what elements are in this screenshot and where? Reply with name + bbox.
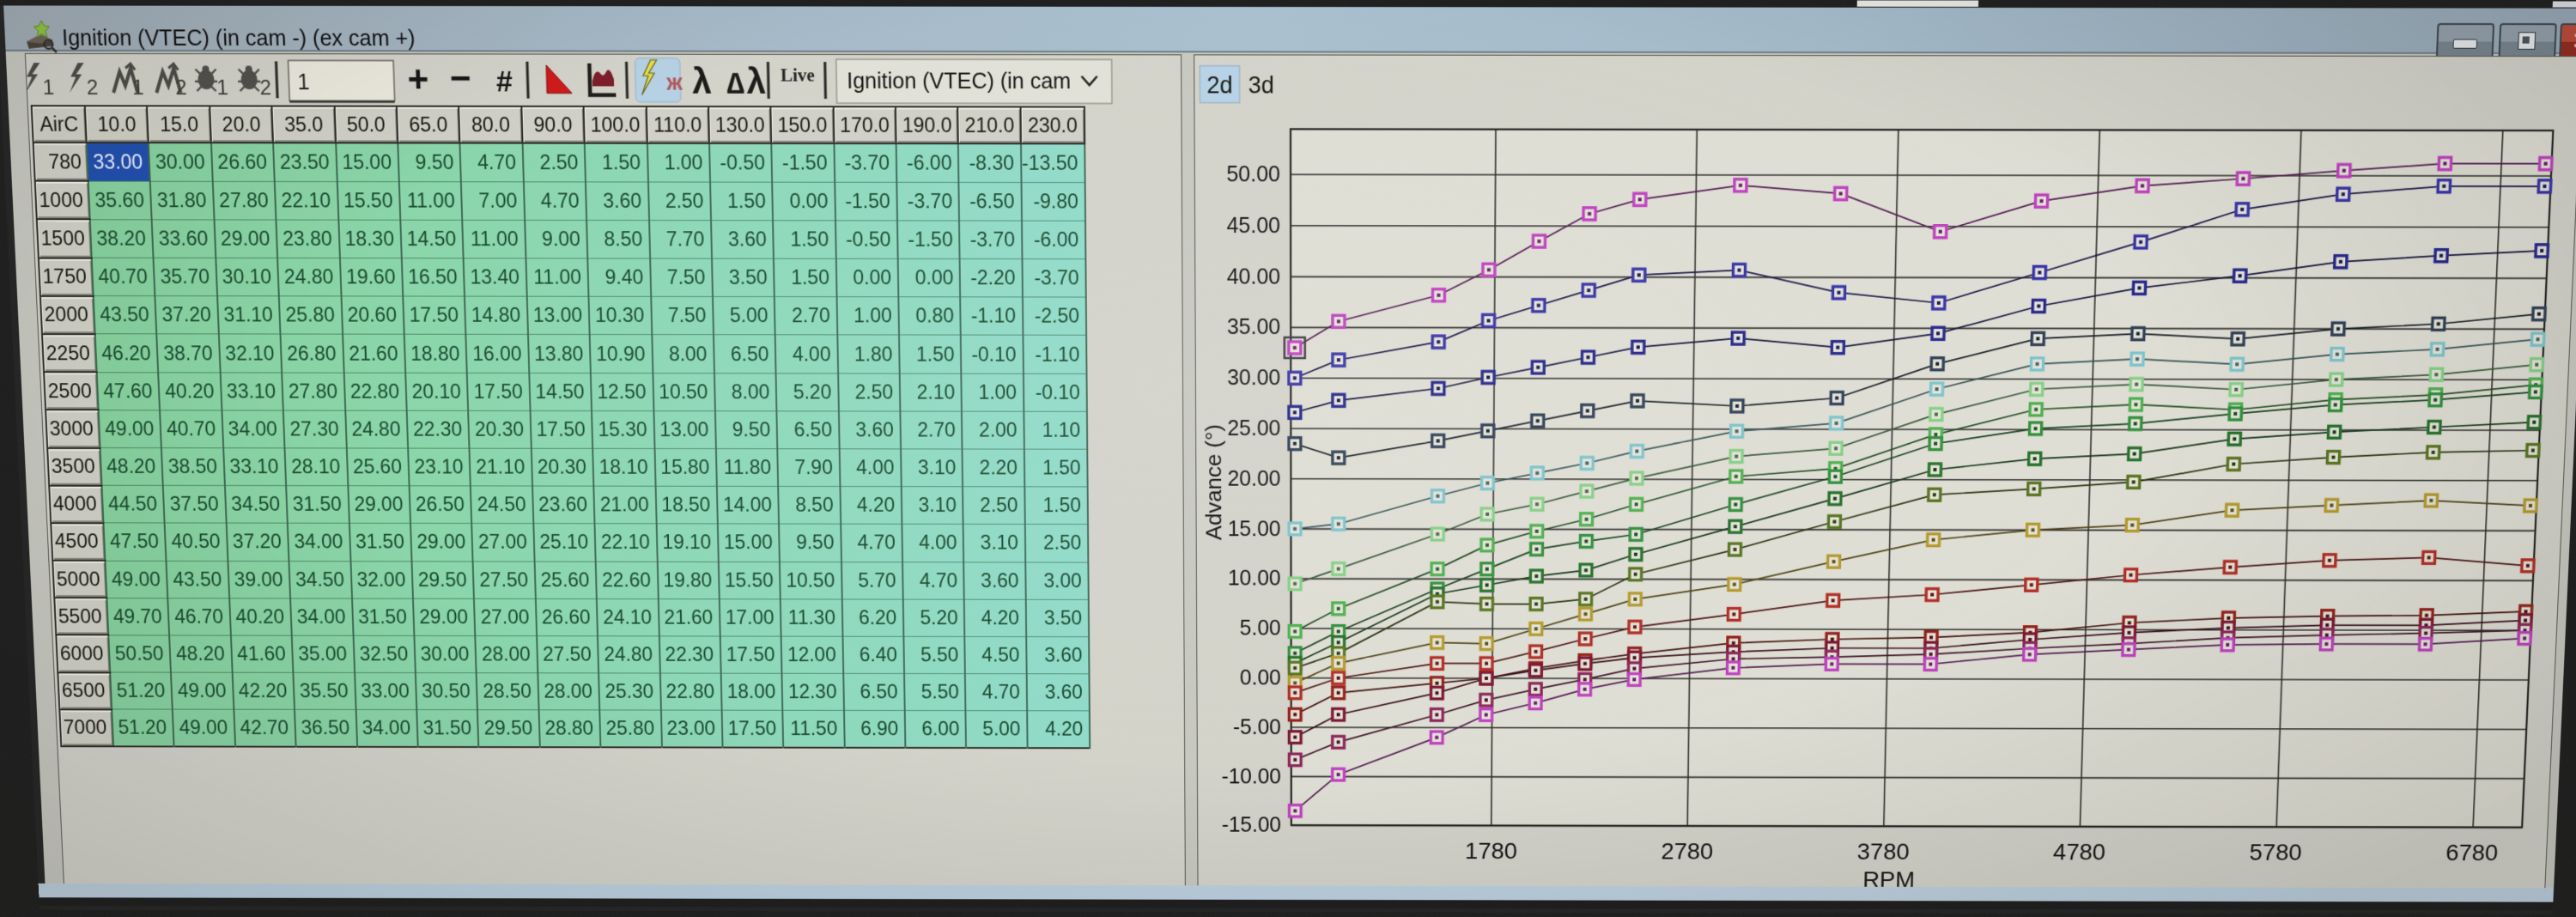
svg-text:1: 1 xyxy=(297,70,310,94)
svg-text:40.00: 40.00 xyxy=(1227,264,1280,288)
svg-text:15.00: 15.00 xyxy=(1228,517,1281,540)
svg-text:Live: Live xyxy=(781,64,815,85)
svg-text:ж: ж xyxy=(665,70,683,95)
svg-text:35.00: 35.00 xyxy=(1227,316,1280,340)
svg-text:2: 2 xyxy=(175,76,188,100)
svg-text:4780: 4780 xyxy=(2053,840,2106,866)
svg-text:Advance (°): Advance (°) xyxy=(1200,424,1226,540)
svg-text:6780: 6780 xyxy=(2445,840,2499,866)
svg-text:2780: 2780 xyxy=(1661,839,1713,865)
svg-text:45.00: 45.00 xyxy=(1226,214,1280,238)
svg-text:1: 1 xyxy=(132,76,145,100)
svg-text:+: + xyxy=(407,58,429,100)
svg-text:5780: 5780 xyxy=(2249,840,2302,866)
svg-text:30.00: 30.00 xyxy=(1227,367,1280,391)
svg-text:2d: 2d xyxy=(1206,71,1232,98)
svg-text:1: 1 xyxy=(42,76,55,100)
svg-text:#: # xyxy=(495,65,513,98)
svg-text:5.00: 5.00 xyxy=(1240,616,1281,640)
svg-text:∆: ∆ xyxy=(726,68,745,100)
svg-text:20.00: 20.00 xyxy=(1227,467,1280,490)
svg-text:3d: 3d xyxy=(1249,71,1274,98)
svg-text:0.00: 0.00 xyxy=(1240,666,1281,689)
svg-text:-15.00: -15.00 xyxy=(1222,814,1281,837)
svg-text:−: − xyxy=(449,58,471,99)
svg-text:1780: 1780 xyxy=(1465,838,1517,865)
svg-text:1: 1 xyxy=(216,76,228,100)
svg-text:25.00: 25.00 xyxy=(1227,416,1280,440)
svg-text:10.00: 10.00 xyxy=(1228,568,1281,591)
svg-text:λ: λ xyxy=(692,62,713,101)
svg-text:50.00: 50.00 xyxy=(1226,162,1280,186)
svg-text:Ignition (VTEC) (in cam: Ignition (VTEC) (in cam xyxy=(847,70,1071,94)
svg-text:2: 2 xyxy=(86,76,99,100)
svg-text:2: 2 xyxy=(259,76,271,100)
svg-text:λ: λ xyxy=(746,62,767,101)
svg-text:3780: 3780 xyxy=(1856,839,1910,865)
svg-text:-10.00: -10.00 xyxy=(1221,765,1281,788)
svg-text:-5.00: -5.00 xyxy=(1233,716,1281,739)
